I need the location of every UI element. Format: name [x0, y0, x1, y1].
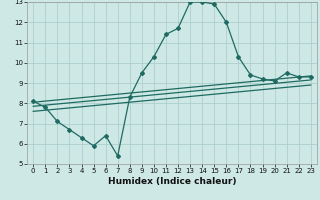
X-axis label: Humidex (Indice chaleur): Humidex (Indice chaleur): [108, 177, 236, 186]
